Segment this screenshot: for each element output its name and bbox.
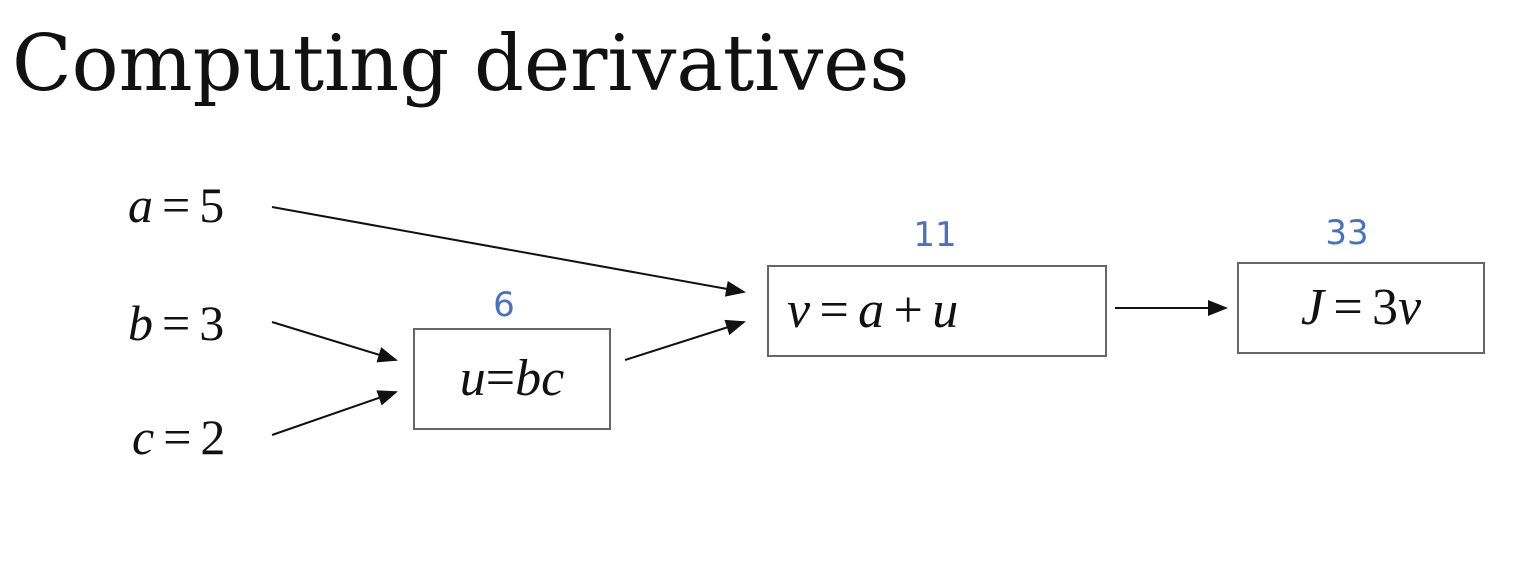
input-a: a = 5 [128, 180, 224, 230]
input-b-var: b [128, 295, 153, 351]
node-j-coef: 3 [1372, 279, 1399, 336]
edge-b-to-u [271, 321, 398, 363]
input-a-value: 5 [199, 177, 225, 233]
input-b-value: 3 [199, 295, 225, 351]
node-u-t1: b [515, 350, 542, 407]
node-v-op: + [893, 282, 923, 339]
node-u-value: 6 [493, 285, 515, 325]
input-b-eq: = [162, 295, 191, 351]
node-j-eq: = [1333, 279, 1363, 336]
node-v-t2: u [932, 282, 959, 339]
edge-c-to-u [271, 390, 398, 436]
node-v-lhs: v [787, 282, 811, 339]
node-j-value: 33 [1325, 213, 1369, 253]
input-c-value: 2 [200, 409, 226, 465]
node-v-expr: v = a + u [787, 285, 958, 337]
node-u-lhs: u [459, 350, 486, 407]
input-b: b = 3 [128, 298, 224, 348]
node-v-value: 11 [913, 215, 957, 255]
input-c-var: c [132, 409, 155, 465]
node-j-lhs: J [1300, 279, 1324, 336]
edge-a-to-v [271, 206, 746, 297]
node-j-box: J = 3v [1237, 262, 1485, 354]
input-c: c = 2 [132, 412, 225, 462]
node-v-box: v = a + u [767, 265, 1107, 357]
node-u-t2: c [541, 350, 565, 407]
node-v-eq: = [819, 282, 849, 339]
node-j-t1: v [1398, 279, 1422, 336]
node-u-eq: = [485, 350, 516, 407]
node-j-expr: J = 3v [1301, 282, 1421, 334]
node-u-expr: u=bc [460, 353, 564, 405]
input-c-eq: = [163, 409, 192, 465]
node-v-t1: a [858, 282, 885, 339]
edge-u-to-v [624, 319, 746, 361]
input-a-var: a [128, 177, 153, 233]
slide-title: Computing derivatives [12, 19, 910, 109]
node-u-box: u=bc [413, 328, 611, 430]
input-a-eq: = [162, 177, 191, 233]
